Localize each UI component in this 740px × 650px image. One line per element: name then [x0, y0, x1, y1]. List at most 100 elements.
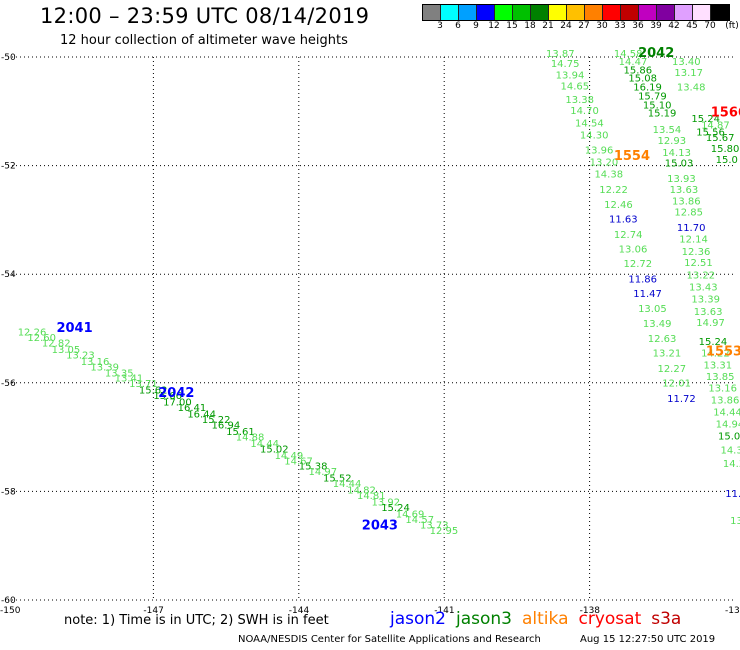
legend-swatch — [603, 5, 621, 20]
longitude-tick-label: -144 — [289, 606, 310, 616]
wave-height-value: 14.44 — [713, 407, 740, 418]
legend-swatch — [657, 5, 675, 20]
wave-height-value: 13.43 — [689, 282, 718, 293]
wave-height-value: 11.86 — [628, 274, 657, 285]
pass-number-label: 1566 — [711, 106, 740, 121]
wave-height-value: 13.06 — [619, 244, 648, 255]
wave-height-value: 15.38 — [299, 462, 328, 473]
legend-label: 45 — [686, 21, 698, 31]
wave-height-value: 14.57 — [405, 515, 434, 526]
legend-label: 12 — [488, 21, 500, 31]
map-subtitle: 12 hour collection of altimeter wave hei… — [60, 33, 348, 48]
legend-label: 24 — [560, 21, 572, 31]
wave-height-value: 15.80 — [711, 144, 740, 155]
wave-height-value: 13.39 — [691, 294, 720, 305]
wave-height-value: 15.67 — [706, 133, 735, 144]
legend-unit: (ft) — [725, 21, 739, 31]
wave-height-value: 13.48 — [677, 83, 706, 94]
mission-legend: jason2 jason3 altika cryosat s3a — [390, 609, 691, 629]
longitude-tick-label: -147 — [143, 606, 163, 616]
pass-number-label: 2042 — [158, 386, 194, 401]
wave-height-value: 14.67 — [284, 456, 313, 467]
legend-label: 27 — [578, 21, 590, 31]
wave-height-value: 14.81 — [357, 491, 386, 502]
wave-height-value: 13.20 — [590, 158, 619, 169]
wave-height-value: 13.63 — [694, 307, 723, 318]
wave-height-value: 13.49 — [643, 319, 672, 330]
wave-height-value: 15.02 — [260, 444, 289, 455]
longitude-tick-label: -13 — [725, 606, 740, 616]
wave-height-value: 12.14 — [679, 235, 708, 246]
wave-height-value: 13.87 — [546, 49, 575, 60]
wave-height-value: 11.63 — [609, 215, 638, 226]
wave-height-value: 13 — [730, 516, 740, 527]
wave-height-value: 14.38 — [594, 170, 623, 181]
credit-line: NOAA/NESDIS Center for Satellite Applica… — [238, 634, 541, 645]
legend-swatch — [567, 5, 585, 20]
wave-height-value: 12.85 — [674, 208, 703, 219]
mission-legend-item: s3a — [651, 609, 682, 629]
pass-number-label: 2042 — [638, 46, 674, 61]
wave-height-value: 15.56 — [696, 128, 725, 139]
wave-height-value: 14.44 — [250, 439, 279, 450]
wave-height-value: 13.40 — [672, 57, 701, 68]
latitude-tick-label: -56 — [1, 379, 16, 389]
wave-height-value: 15.0 — [716, 155, 738, 166]
wave-height-value: 13.31 — [703, 361, 732, 372]
legend-label: 30 — [596, 21, 608, 31]
wave-height-value: 13.05 — [638, 304, 667, 315]
legend-swatch — [639, 5, 657, 20]
wave-height-value: 16.44 — [187, 410, 216, 421]
longitude-tick-label: -138 — [580, 606, 601, 616]
longitude-tick-label: -141 — [434, 606, 454, 616]
wave-height-value: 14.88 — [236, 432, 265, 443]
footer-note: note: 1) Time is in UTC; 2) SWH is in fe… — [64, 613, 329, 628]
wave-height-value: 17.00 — [163, 398, 192, 409]
wave-height-value: 16.19 — [633, 83, 662, 94]
wave-height-value: 12.60 — [27, 333, 56, 344]
wave-height-value: 14.13 — [662, 148, 691, 159]
wave-height-value: 14.65 — [561, 82, 590, 93]
wave-height-value: 14.49 — [275, 451, 304, 462]
wave-height-value: 16.41 — [178, 403, 207, 414]
wave-height-value: 15.52 — [323, 474, 352, 485]
wave-height-value: 12.82 — [42, 338, 71, 349]
wave-height-value: 15.24 — [381, 503, 410, 514]
wave-height-value: 15.86 — [624, 65, 653, 76]
mission-legend-item: cryosat — [578, 609, 642, 629]
legend-swatch — [675, 5, 693, 20]
legend-label: 39 — [650, 21, 662, 31]
wave-height-value: 14.34 — [720, 445, 740, 456]
wave-height-value: 14.87 — [701, 121, 730, 132]
pass-number-label: 2043 — [362, 518, 398, 533]
legend-swatch — [441, 5, 459, 20]
wave-height-value: 15.79 — [638, 91, 667, 102]
legend-label: 15 — [506, 21, 518, 31]
wave-height-value: 13.41 — [115, 374, 144, 385]
wave-height-value: 12.26 — [18, 328, 47, 339]
longitude-tick-label: -150 — [0, 606, 21, 616]
wave-height-value: 15.08 — [628, 73, 657, 84]
wave-height-value: 15.66 — [153, 391, 182, 402]
wave-height-value: 16.94 — [212, 420, 241, 431]
legend-swatch — [549, 5, 567, 20]
map-title: 12:00 – 23:59 UTC 08/14/2019 — [40, 4, 370, 28]
legend-label: 33 — [614, 21, 626, 31]
wave-height-value: 15.22 — [202, 415, 231, 426]
legend-swatch — [423, 5, 441, 20]
legend-label: 42 — [668, 21, 680, 31]
wave-height-value: 15.62 — [139, 386, 168, 397]
wave-height-value: 12.51 — [684, 258, 713, 269]
wave-height-value: 13.21 — [653, 349, 682, 360]
wave-height-value: 14.82 — [347, 486, 376, 497]
wave-height-value: 11.70 — [677, 223, 706, 234]
wave-height-value: 13.35 — [105, 368, 134, 379]
wave-height-value: 13.16 — [708, 383, 737, 394]
legend-swatch — [531, 5, 549, 20]
wave-height-value: 13.17 — [674, 68, 703, 79]
latitude-tick-label: -54 — [1, 270, 16, 280]
wave-height-value: 14.94 — [716, 419, 740, 430]
wave-height-value: 12.74 — [614, 230, 643, 241]
wave-height-value: 11.3 — [725, 489, 740, 500]
wave-height-value: 13.38 — [565, 95, 594, 106]
